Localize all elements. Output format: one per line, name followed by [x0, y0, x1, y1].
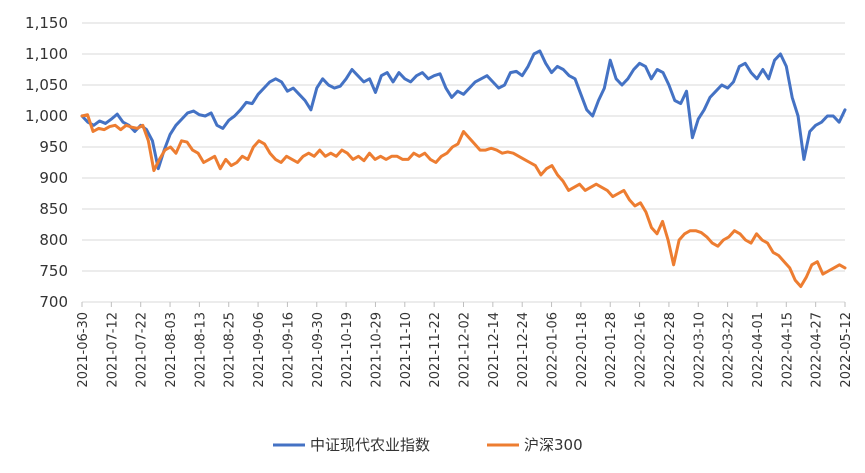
x-tick-label: 2021-09-16: [281, 312, 296, 388]
x-tick-label: 2021-10-19: [340, 312, 355, 388]
y-tick-label: 950: [39, 138, 68, 156]
y-tick-label: 1,050: [25, 76, 68, 94]
x-tick-label: 2021-11-22: [428, 312, 443, 388]
legend: 中证现代农业指数 沪深300: [273, 436, 583, 454]
x-tick-label: 2022-04-15: [780, 312, 795, 388]
legend-label-series-1: 沪深300: [524, 436, 583, 454]
y-tick-label: 1,000: [25, 107, 68, 125]
series-lines: [80, 49, 847, 288]
x-tick-label: 2022-01-06: [546, 312, 561, 388]
gridlines: [82, 22, 845, 303]
x-tick-label: 2022-02-28: [663, 312, 678, 388]
x-tick-label: 2022-03-10: [692, 312, 707, 388]
y-tick-label: 1,150: [25, 14, 68, 32]
x-tick-label: 2021-07-22: [135, 312, 150, 388]
x-tick-label: 2022-01-18: [575, 312, 590, 388]
x-tick-label: 2021-06-30: [76, 312, 91, 388]
x-tick-label: 2021-10-29: [369, 312, 384, 388]
x-tick-label: 2022-05-12: [839, 312, 854, 388]
x-tick-label: 2022-03-22: [722, 312, 737, 388]
y-tick-label: 900: [39, 169, 68, 187]
x-tick-label: 2021-07-12: [105, 312, 120, 388]
x-tick-label: 2021-09-06: [252, 312, 267, 388]
y-tick-label: 750: [39, 262, 68, 280]
x-tick-label: 2022-04-01: [751, 312, 766, 388]
x-tick-label: 2022-02-16: [634, 312, 649, 388]
x-tick-label: 2021-11-10: [399, 312, 414, 388]
x-tick-label: 2021-08-25: [223, 312, 238, 388]
y-tick-label: 850: [39, 200, 68, 218]
x-axis-ticks: 2021-06-30 2021-07-12 2021-07-22 2021-08-03…: [76, 302, 854, 388]
x-tick-label: 2022-04-27: [810, 312, 825, 388]
x-tick-label: 2021-08-03: [164, 312, 179, 388]
y-axis-ticks: 1,150 1,100 1,050 1,000 950 900 850 800 750 700: [25, 14, 68, 311]
series-line-0: [80, 49, 847, 171]
y-tick-label: 700: [39, 293, 68, 311]
x-tick-label: 2022-01-28: [604, 312, 619, 388]
x-tick-label: 2021-12-14: [487, 312, 502, 388]
y-tick-label: 800: [39, 231, 68, 249]
y-tick-label: 1,100: [25, 45, 68, 63]
x-tick-label: 2021-12-02: [458, 312, 473, 388]
series-line-1: [80, 113, 847, 288]
legend-label-series-0: 中证现代农业指数: [310, 436, 430, 454]
x-tick-label: 2021-08-13: [193, 312, 208, 388]
x-tick-label: 2021-09-30: [311, 312, 326, 388]
x-tick-label: 2021-12-24: [516, 312, 531, 388]
